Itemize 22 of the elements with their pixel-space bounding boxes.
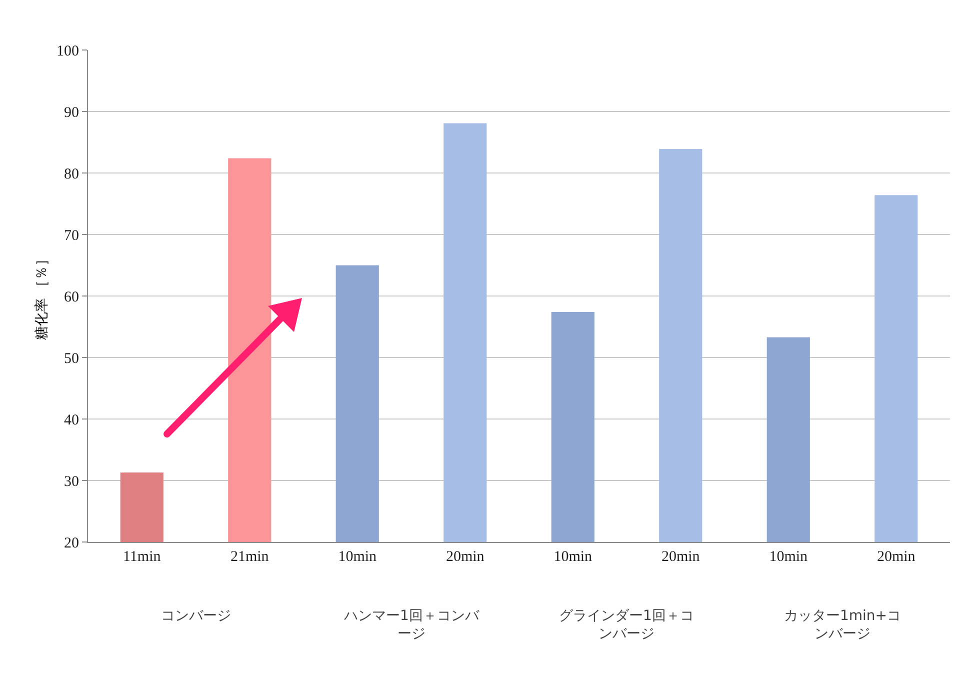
text: カッター1min+コンバージ — [784, 608, 902, 642]
x-tick-label: 20min — [876, 549, 916, 565]
y-axis-title: 糖化率 ［％］ — [34, 252, 50, 340]
y-tick-label: 20 — [64, 535, 79, 552]
y-tick-label: 30 — [64, 474, 79, 490]
x-tick-label: 10min — [338, 549, 378, 565]
x-tick-label: 20min — [661, 549, 700, 565]
y-tick-label: 90 — [64, 104, 79, 121]
text: ハンマー1回＋コンバージ — [343, 608, 480, 642]
x-tick-label: 10min — [769, 549, 808, 565]
y-tick-label: 100 — [56, 43, 79, 60]
x-tick-label: 20min — [446, 549, 485, 565]
text: グラインダー1回＋コンバージ — [559, 608, 694, 642]
x-tick-label: 21min — [230, 549, 270, 565]
y-tick-label: 50 — [64, 350, 79, 367]
text: コンバージ — [161, 608, 231, 624]
y-tick-label: 80 — [64, 166, 79, 182]
x-tick-label: 10min — [554, 549, 593, 565]
y-tick-label: 60 — [64, 289, 79, 306]
y-tick-label: 40 — [64, 412, 79, 428]
x-tick-label: 11min — [122, 549, 162, 565]
y-tick-label: 70 — [64, 228, 79, 244]
